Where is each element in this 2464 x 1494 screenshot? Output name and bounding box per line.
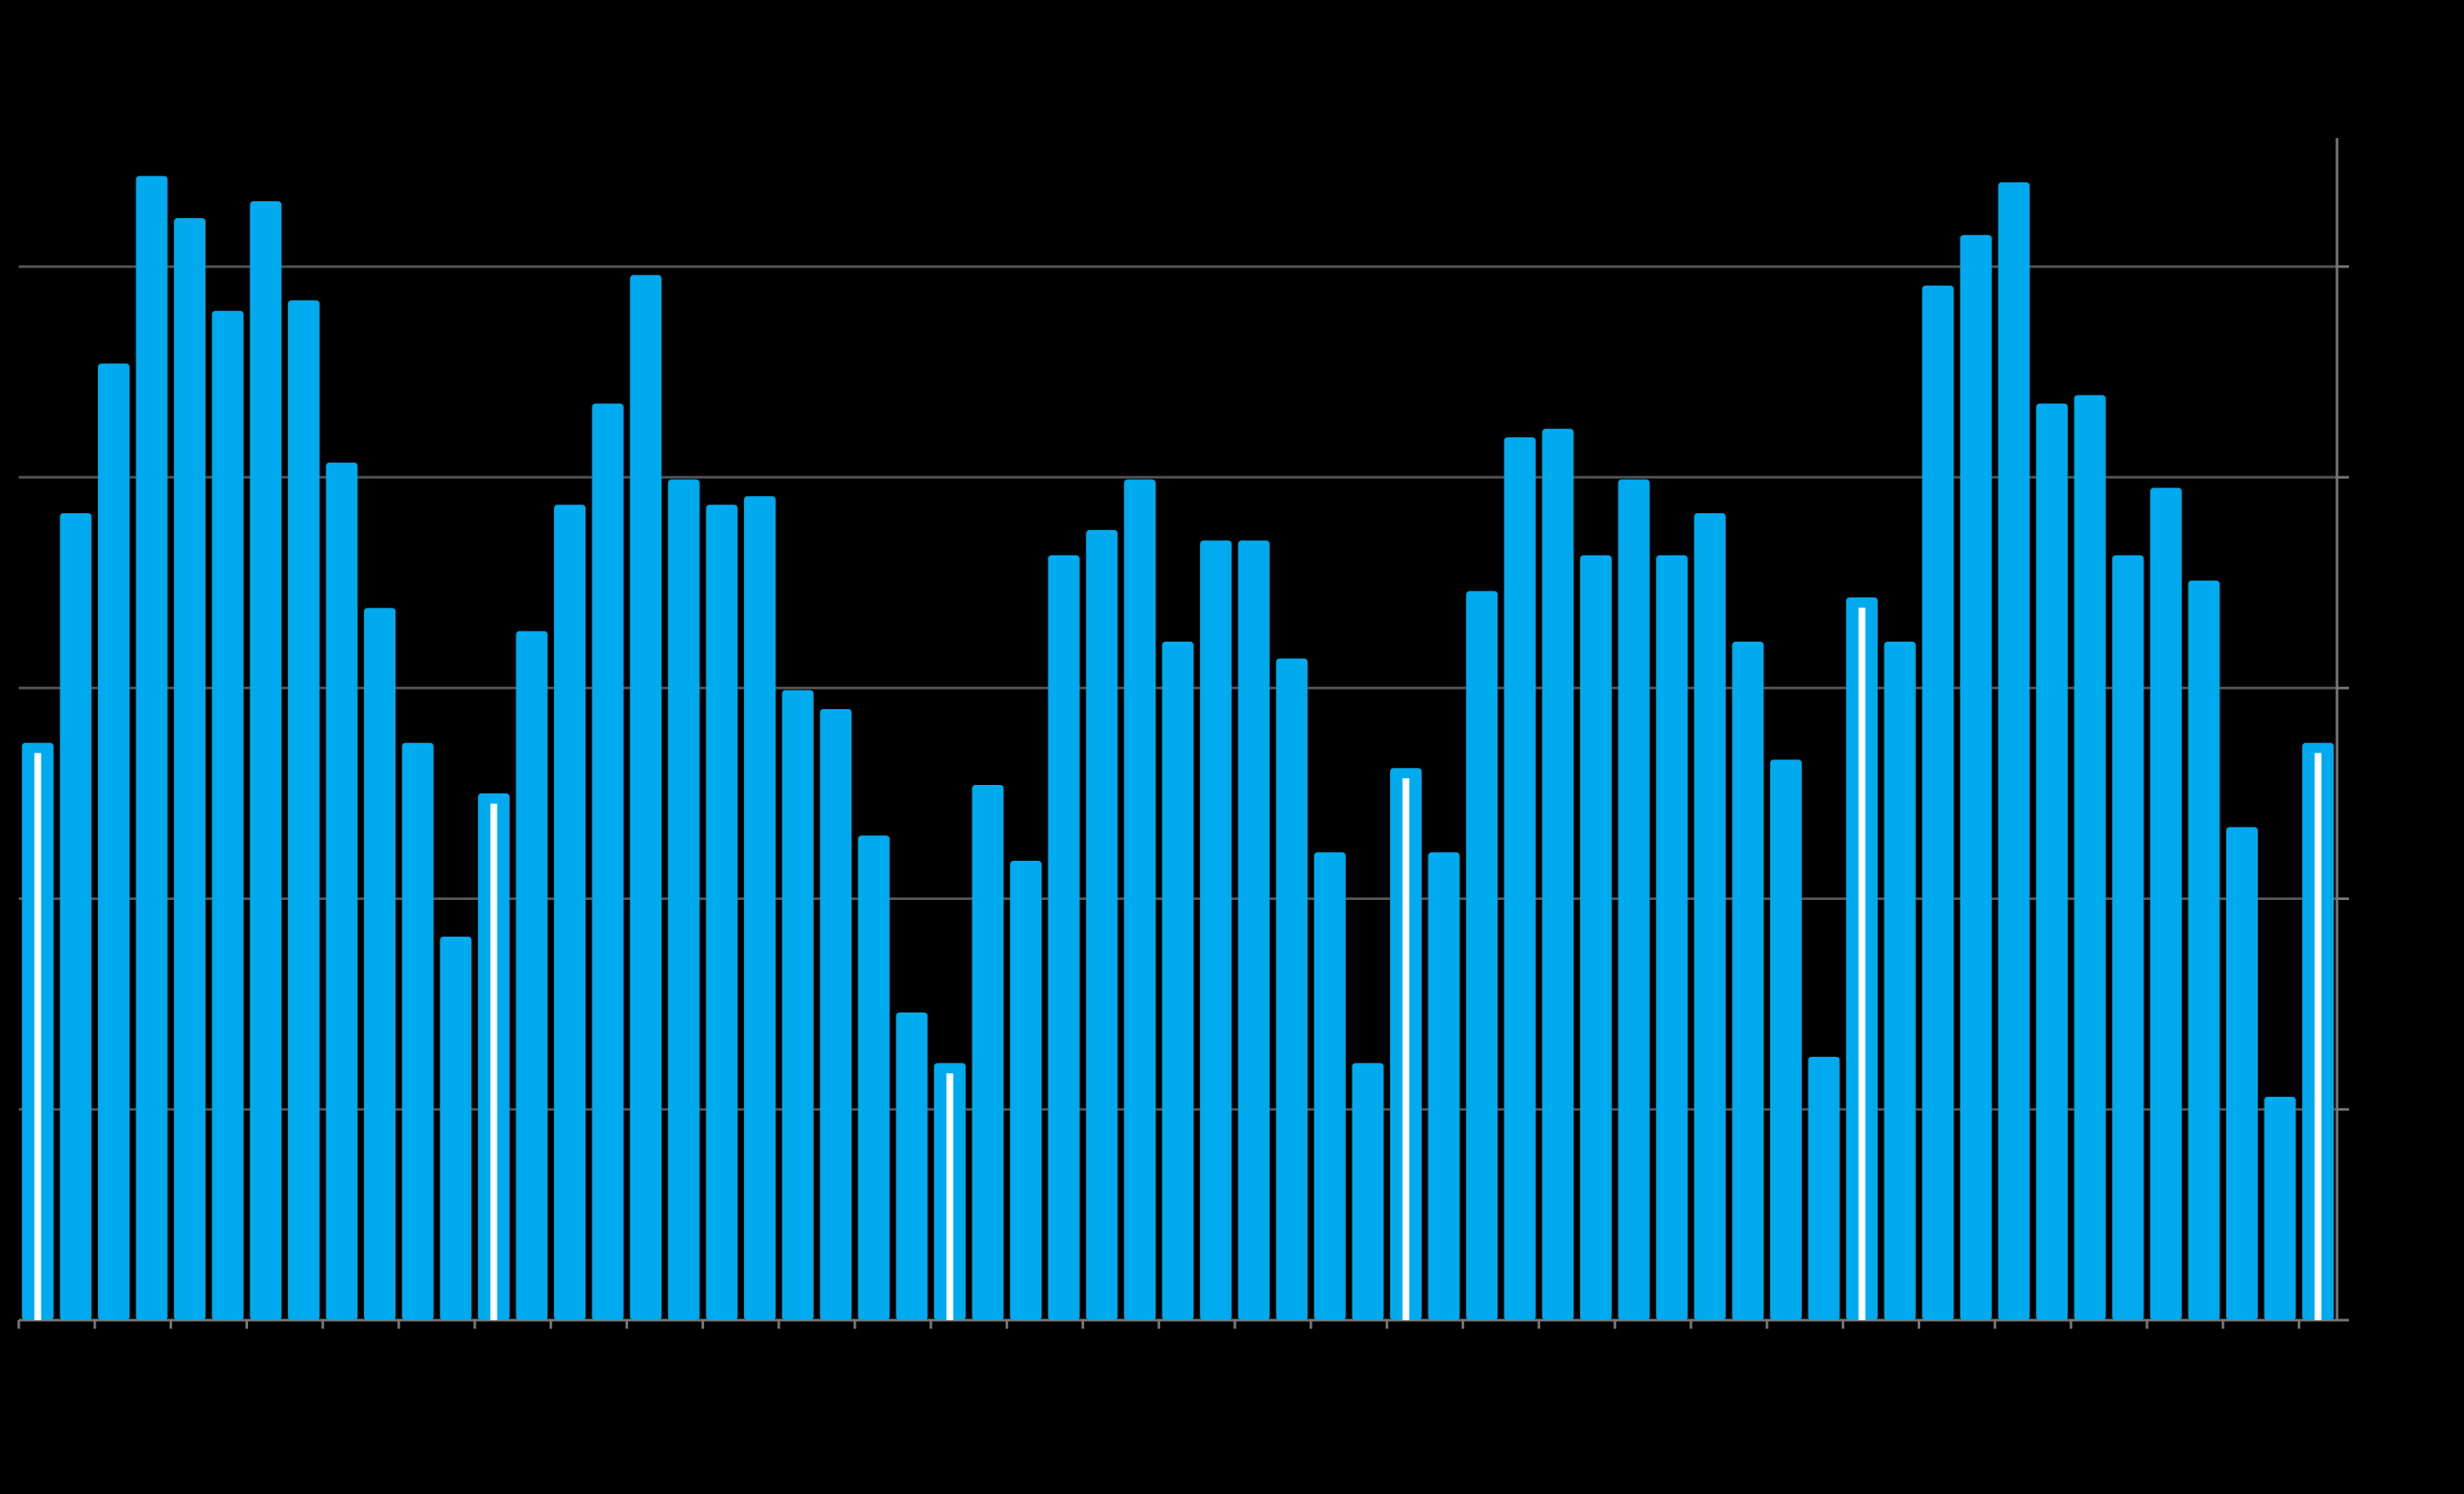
bar bbox=[1959, 234, 1992, 1321]
bar bbox=[1162, 641, 1194, 1320]
bar bbox=[60, 513, 92, 1320]
bar bbox=[972, 785, 1004, 1320]
bar bbox=[2112, 555, 2144, 1320]
bar bbox=[1466, 591, 1498, 1320]
bar bbox=[1884, 641, 1916, 1320]
bar bbox=[1922, 286, 1954, 1321]
bar bbox=[1086, 529, 1118, 1320]
bar bbox=[440, 937, 472, 1320]
bar bbox=[326, 462, 358, 1320]
bar bbox=[1694, 513, 1726, 1320]
bar bbox=[1238, 540, 1270, 1320]
bar bbox=[250, 201, 282, 1320]
bar bbox=[1769, 759, 1802, 1320]
bar bbox=[1732, 641, 1764, 1320]
bar bbox=[1542, 429, 1574, 1321]
bar bbox=[1998, 182, 2030, 1320]
bar-highlight bbox=[1858, 607, 1866, 1320]
bar-highlight bbox=[34, 753, 42, 1320]
bar-highlight bbox=[946, 1073, 954, 1320]
bar-highlight bbox=[2314, 753, 2322, 1320]
bar bbox=[1503, 437, 1536, 1320]
bar bbox=[706, 505, 738, 1320]
bar bbox=[516, 631, 548, 1320]
bar bbox=[896, 1012, 928, 1320]
bar bbox=[554, 505, 586, 1320]
bar bbox=[1200, 540, 1232, 1320]
bar bbox=[1579, 555, 1612, 1320]
bar bbox=[630, 274, 662, 1320]
bar bbox=[820, 709, 852, 1320]
bar bbox=[857, 835, 890, 1320]
bar bbox=[2036, 403, 2069, 1321]
bar bbox=[1656, 555, 1688, 1320]
bar bbox=[2226, 827, 2259, 1320]
bar bbox=[1123, 479, 1156, 1320]
bar bbox=[2150, 487, 2182, 1320]
bar bbox=[2188, 580, 2220, 1320]
bar bbox=[1352, 1063, 1384, 1320]
bar bbox=[744, 496, 776, 1320]
bar bbox=[2264, 1096, 2296, 1320]
bar bbox=[1428, 852, 1460, 1320]
bar bbox=[2074, 395, 2106, 1320]
bar bbox=[667, 479, 700, 1320]
bar bbox=[782, 689, 814, 1320]
bar bbox=[1618, 479, 1650, 1320]
bar-highlight bbox=[490, 803, 498, 1320]
bar bbox=[1276, 658, 1308, 1320]
bar bbox=[211, 310, 244, 1321]
bar-highlight bbox=[1402, 778, 1410, 1320]
bar bbox=[1047, 555, 1080, 1320]
bar bbox=[97, 363, 130, 1320]
bar bbox=[1010, 861, 1042, 1320]
bar bbox=[401, 742, 434, 1320]
bar bbox=[1808, 1056, 1840, 1320]
bar bbox=[287, 300, 320, 1320]
bar bbox=[136, 176, 168, 1320]
bar bbox=[364, 608, 396, 1320]
bar bbox=[1313, 852, 1346, 1320]
bar bbox=[174, 217, 206, 1321]
bar bbox=[591, 403, 624, 1321]
